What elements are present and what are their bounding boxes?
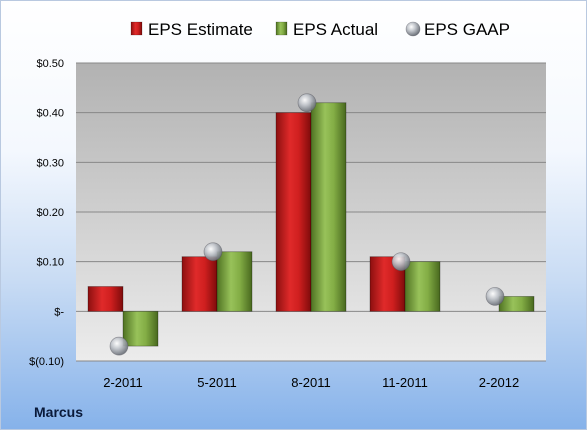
legend-swatch-eps-actual <box>275 21 288 36</box>
legend-label: EPS GAAP <box>424 20 510 39</box>
y-tick-label: $0.20 <box>36 207 64 219</box>
eps-actual-bar <box>404 261 441 312</box>
x-tick-label: 11-2011 <box>382 375 428 390</box>
eps-gaap-marker <box>391 252 411 272</box>
eps-actual-bar <box>498 296 535 312</box>
y-tick-label: $0.30 <box>36 157 64 169</box>
eps-actual-bar <box>122 310 159 347</box>
y-tick-label: $- <box>54 306 64 318</box>
legend-label: EPS Estimate <box>148 20 253 39</box>
company-label: Marcus <box>34 404 83 420</box>
x-tick-label: 2-2011 <box>103 375 143 390</box>
eps-estimate-bar <box>87 286 124 312</box>
legend-label: EPS Actual <box>293 20 378 39</box>
eps-estimate-bar <box>181 256 218 312</box>
eps-gaap-marker <box>109 336 129 356</box>
eps-actual-bar <box>216 251 253 312</box>
y-tick-label: $0.40 <box>36 108 64 120</box>
legend: EPS Estimate EPS Actual EPS GAAP <box>130 20 510 39</box>
y-tick-label: $(0.10) <box>29 356 64 368</box>
x-tick-label: 5-2011 <box>197 375 237 390</box>
x-tick-label: 8-2011 <box>291 375 331 390</box>
y-tick-label: $0.10 <box>36 257 64 269</box>
eps-gaap-marker <box>485 287 505 306</box>
legend-swatch-eps-estimate <box>130 21 143 36</box>
eps-gaap-marker <box>203 242 223 262</box>
y-tick-label: $0.50 <box>36 58 64 70</box>
legend-swatch-eps-gaap <box>405 21 421 37</box>
eps-actual-bar <box>310 102 347 312</box>
x-tick-label: 2-2012 <box>479 375 519 390</box>
eps-gaap-marker <box>297 93 317 113</box>
eps-estimate-bar <box>275 112 312 312</box>
